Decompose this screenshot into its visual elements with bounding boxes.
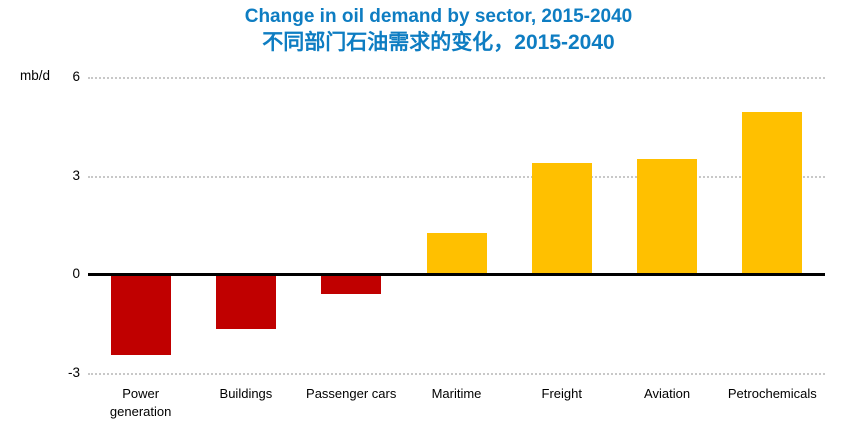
gridline-y-3 [88, 175, 825, 178]
y-axis-unit-label: mb/d [20, 68, 51, 83]
x-axis-category-labels: Power generation Buildings Passenger cars M… [88, 385, 825, 421]
x-category-label-power-generation: Power generation [109, 386, 172, 419]
x-category-label-buildings: Buildings [219, 386, 273, 401]
x-axis-zero-line [88, 272, 825, 276]
x-category-label-aviation: Aviation [644, 386, 691, 401]
x-category-label-maritime: Maritime [431, 386, 482, 401]
bar-freight [531, 162, 592, 275]
x-category-label-petrochemicals: Petrochemicals [727, 386, 817, 401]
plot-area: 6 3 0 -3 [68, 69, 825, 380]
bar-power-generation [110, 275, 171, 355]
bar-buildings [215, 275, 276, 329]
y-tick-label-0: 0 [72, 266, 80, 282]
y-tick-label-3: 3 [72, 167, 80, 183]
bar-passenger-cars [321, 275, 382, 295]
bar-petrochemicals [742, 111, 803, 275]
bar-aviation [637, 159, 698, 275]
x-category-label-freight: Freight [541, 386, 582, 401]
chart-titles: Change in oil demand by sector, 2015-204… [30, 4, 847, 56]
gridline-y-6 [88, 77, 825, 79]
gridline-y--3 [88, 373, 825, 375]
bar-maritime [426, 233, 487, 275]
x-category-label-passenger-cars: Passenger cars [306, 386, 397, 401]
y-tick-label--3: -3 [67, 365, 80, 380]
chart-title-english: Change in oil demand by sector, 2015-204… [244, 6, 633, 27]
chart-title-chinese: 不同部门石油需求的变化，2015-2040 [262, 31, 615, 54]
y-tick-label-6: 6 [72, 69, 80, 84]
